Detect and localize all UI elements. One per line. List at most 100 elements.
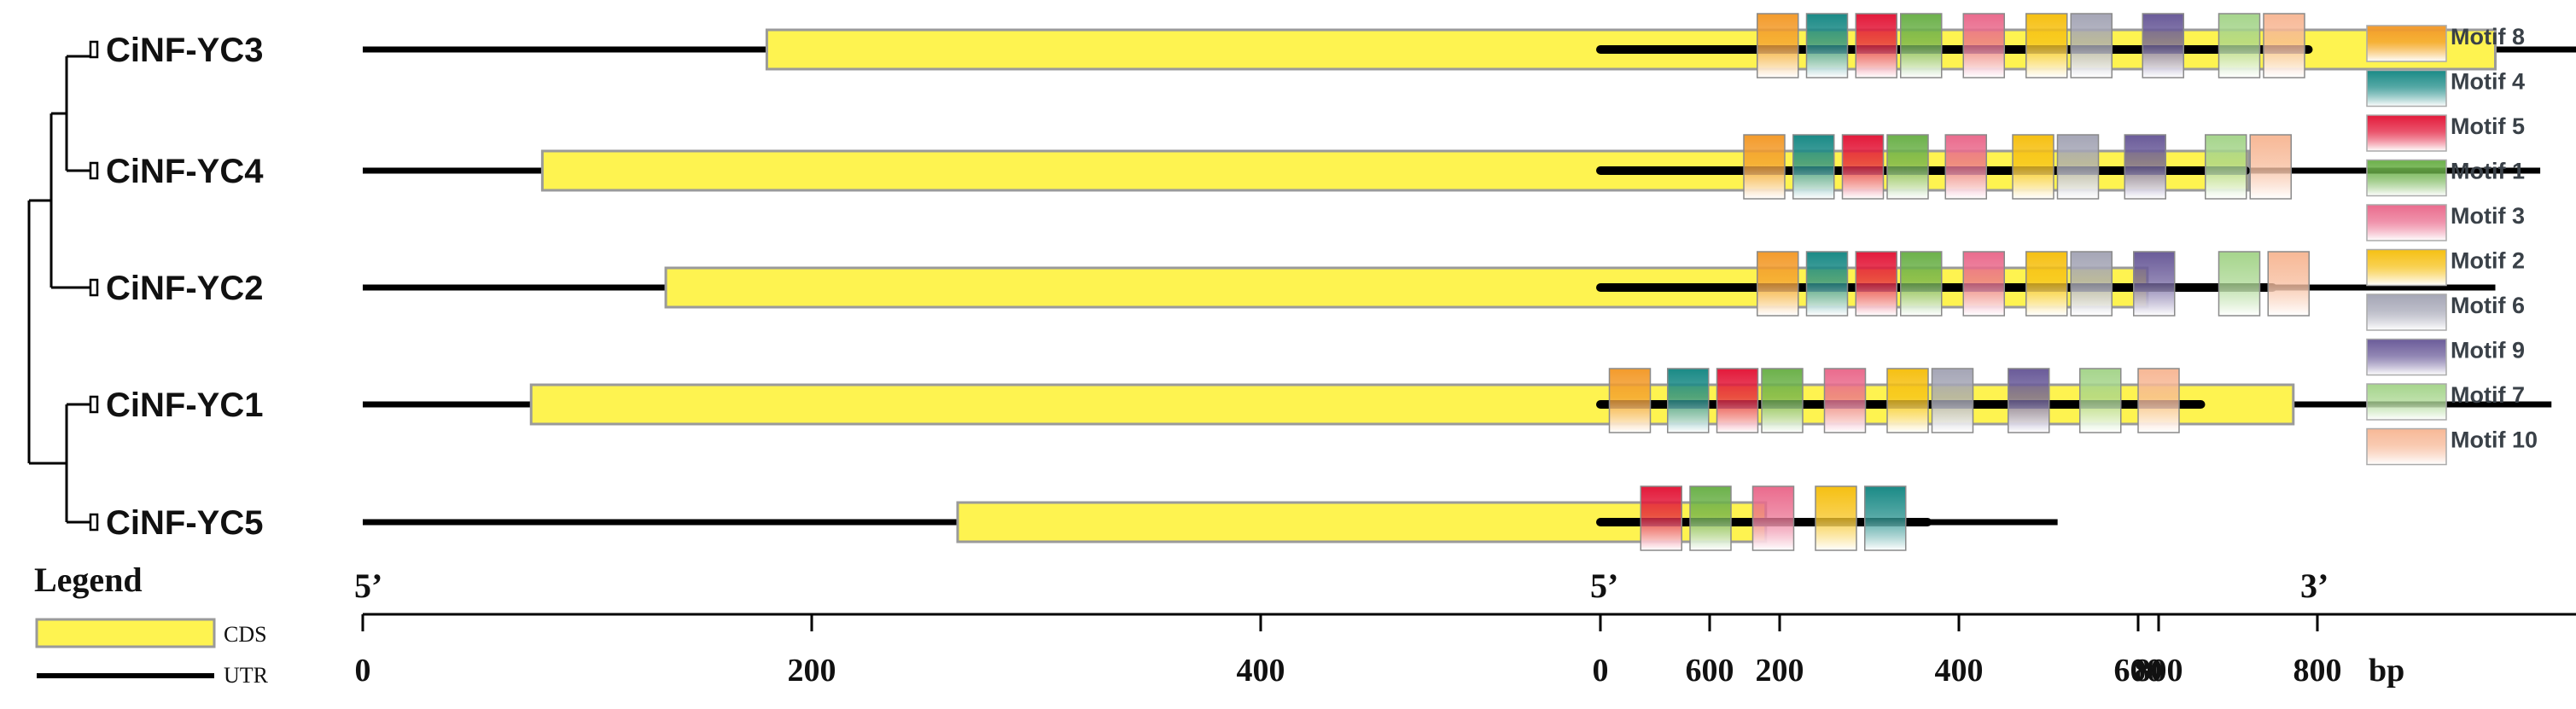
- motif-legend-swatch-8: [2366, 25, 2447, 62]
- motif-box-1: [1886, 134, 1929, 200]
- gene-axis-start-label: 5’: [354, 567, 382, 605]
- motif-box-7: [2205, 134, 2247, 200]
- motif-box-3: [1751, 485, 1795, 551]
- motif-box-9: [2008, 368, 2050, 433]
- gene-axis-tick-label: 200: [788, 653, 836, 689]
- motif-legend-label: Motif 7: [2451, 382, 2525, 408]
- motif-legend-swatch-2: [2366, 248, 2447, 287]
- motif-box-4: [1864, 485, 1907, 551]
- protein-axis-tick-label: 800: [2293, 653, 2342, 689]
- motif-box-5: [1855, 13, 1897, 78]
- motif-box-4: [1667, 368, 1710, 433]
- motif-box-4: [1805, 13, 1849, 78]
- gene-axis-tick-label: 600: [1686, 653, 1734, 689]
- motif-legend-label: Motif 3: [2451, 203, 2525, 229]
- motif-legend-swatch-10: [2366, 427, 2447, 466]
- motif-box-5: [1855, 251, 1897, 317]
- leaf-marker: [89, 278, 99, 297]
- motif-box-6: [2056, 134, 2100, 200]
- motif-legend-swatch-5: [2366, 114, 2447, 152]
- motif-box-10: [2263, 13, 2305, 78]
- motif-box-5: [1841, 134, 1885, 200]
- motif-legend-swatch-6: [2366, 293, 2447, 331]
- motif-box-6: [2070, 13, 2113, 78]
- motif-box-2: [1815, 485, 1857, 551]
- legend-utr-label: UTR: [224, 663, 269, 688]
- motif-box-2: [2012, 134, 2054, 200]
- protein-axis-tick-label: 400: [1935, 653, 1984, 689]
- protein-axis-start-label: 5’: [1590, 567, 1618, 605]
- phylogenetic-tree: CiNF-YC3 CiNF-YC4 CiNF-YC2 CiNF-YC1 CiNF-YC5: [27, 32, 264, 542]
- protein-axis-tick-label: 200: [1756, 653, 1804, 689]
- motif-box-5: [1640, 485, 1682, 551]
- motif-box-10: [2137, 368, 2180, 433]
- motif-legend-label: Motif 6: [2451, 293, 2525, 318]
- motif-box-1: [1900, 251, 1943, 317]
- structure-legend: Legend CDS UTR: [34, 561, 269, 688]
- protein-axis-unit-label: bp: [2369, 653, 2404, 689]
- leaf-marker: [89, 40, 99, 59]
- motif-box-8: [1608, 368, 1652, 433]
- motif-box-6: [2070, 251, 2113, 317]
- motif-box-4: [1792, 134, 1835, 200]
- leaf-marker: [89, 161, 99, 180]
- protein-length-axis: 5’ 3’0 200 400 600 800 bp: [1590, 567, 2404, 689]
- motif-legend-label: Motif 1: [2451, 159, 2525, 184]
- motif-box-10: [2267, 251, 2310, 317]
- motif-box-2: [2025, 13, 2068, 78]
- motif-box-8: [1743, 134, 1786, 200]
- motif-box-9: [2133, 251, 2176, 317]
- motif-box-2: [2025, 251, 2068, 317]
- motif-legend-swatch-9: [2366, 338, 2447, 376]
- motif-box-8: [1757, 251, 1799, 317]
- protein-axis-tick-label: 600: [2114, 653, 2163, 689]
- protein-axis-end-label: 3’: [2300, 567, 2328, 605]
- legend-title: Legend: [34, 561, 143, 599]
- motif-box-10: [2249, 134, 2292, 200]
- motif-box-7: [2079, 368, 2122, 433]
- motif-box-9: [2142, 13, 2184, 78]
- leaf-marker: [89, 513, 99, 532]
- motif-box-1: [1689, 485, 1732, 551]
- gene-label-yc4: CiNF-YC4: [106, 153, 264, 190]
- motif-box-6: [1931, 368, 1974, 433]
- motif-legend-label: Motif 4: [2451, 69, 2525, 95]
- gene-axis-tick-label: 400: [1237, 653, 1285, 689]
- gene-label-yc2: CiNF-YC2: [106, 270, 263, 307]
- protein-axis-tick-label: 0: [1593, 653, 1609, 689]
- motif-box-2: [1886, 368, 1929, 433]
- gene-label-yc1: CiNF-YC1: [106, 386, 263, 424]
- gene-length-axis: 5’3’020040060080010001200bp: [354, 567, 2576, 689]
- motif-legend-swatch-7: [2366, 383, 2447, 421]
- motif-legend: Motif 8 Motif 4 Motif 5 Motif 1 Motif 3 Motif…: [2366, 24, 2538, 466]
- motif-box-7: [2218, 251, 2261, 317]
- motif-legend-label: Motif 5: [2451, 113, 2525, 139]
- motif-box-3: [1944, 134, 1987, 200]
- motif-box-5: [1716, 368, 1759, 433]
- motif-legend-swatch-1: [2366, 159, 2447, 197]
- motif-box-3: [1823, 368, 1867, 433]
- motif-legend-swatch-3: [2366, 204, 2447, 241]
- gene-label-yc3: CiNF-YC3: [106, 32, 263, 69]
- gene-axis-tick-label: 0: [355, 653, 371, 689]
- motif-box-1: [1900, 13, 1943, 78]
- motif-legend-label: Motif 8: [2451, 24, 2525, 49]
- motif-box-3: [1962, 251, 2005, 317]
- motif-box-4: [1805, 251, 1849, 317]
- motif-panel: [1596, 13, 2313, 551]
- motif-legend-swatch-4: [2366, 69, 2447, 108]
- motif-legend-label: Motif 9: [2451, 338, 2525, 363]
- gene-axis-tick-label: 800: [2135, 653, 2183, 689]
- legend-cds-swatch: [35, 618, 216, 648]
- motif-box-7: [2218, 13, 2261, 78]
- motif-box-3: [1962, 13, 2005, 78]
- leaf-marker: [89, 395, 99, 414]
- motif-box-8: [1757, 13, 1799, 78]
- motif-legend-label: Motif 2: [2451, 248, 2525, 274]
- motif-box-1: [1761, 368, 1804, 433]
- motif-legend-label: Motif 10: [2451, 427, 2538, 453]
- gene-label-yc5: CiNF-YC5: [106, 504, 263, 542]
- motif-box-9: [2124, 134, 2166, 200]
- legend-cds-label: CDS: [224, 622, 267, 647]
